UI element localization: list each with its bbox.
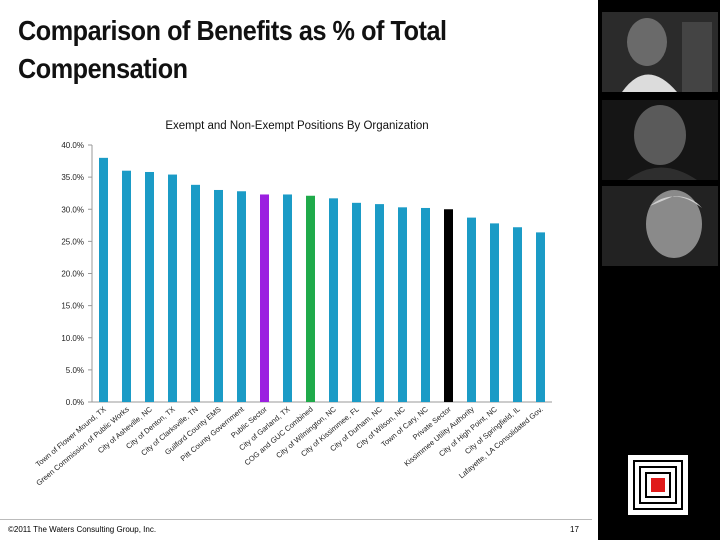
bar-city-of-kissimmee-fl: [352, 202, 361, 402]
bar-cog-and-guc-combined: [306, 195, 315, 402]
y-tick-label: 40.0%: [61, 141, 84, 150]
slide-title-line-2: Compensation: [18, 53, 188, 84]
bar-town-of-flower-mound-tx: [99, 157, 108, 402]
y-tick-label: 15.0%: [61, 302, 84, 311]
benefits-bar-chart: Exempt and Non-Exempt Positions By Organ…: [34, 120, 552, 488]
footer-divider: [0, 519, 592, 520]
bar-city-of-springfield-il: [513, 227, 522, 402]
y-tick-label: 5.0%: [66, 366, 84, 375]
bar-kissimmee-utility-authority: [467, 217, 476, 402]
photo-older-man: [602, 186, 718, 266]
photo-smiling-woman: [602, 12, 718, 92]
bar-public-sector: [260, 194, 269, 402]
bar-green-commission-of-public-works: [122, 170, 131, 402]
y-tick-label: 10.0%: [61, 334, 84, 343]
bar-city-of-high-point-nc: [490, 223, 499, 402]
y-tick-label: 30.0%: [61, 205, 84, 214]
bar-private-sector: [444, 209, 453, 402]
bars: [99, 157, 545, 402]
bar-city-of-wilson-nc: [398, 207, 407, 402]
y-tick-label: 20.0%: [61, 270, 84, 279]
bar-pitt-county-government: [237, 191, 246, 402]
y-tick-label: 25.0%: [61, 237, 84, 246]
bar-lafayette-la-consolidated-gov: [536, 232, 545, 402]
slide-title-line-1: Comparison of Benefits as % of Total: [18, 15, 447, 46]
bar-city-of-clarksville-tn: [191, 184, 200, 402]
bar-city-of-wilmington-nc: [329, 198, 338, 402]
copyright-footer: ©2011 The Waters Consulting Group, Inc.: [8, 525, 157, 534]
company-logo: [628, 455, 688, 515]
x-tick-label: Green Commission of Public Works: [34, 404, 131, 487]
page-number: 17: [570, 525, 579, 534]
bar-city-of-durham-nc: [375, 204, 384, 402]
y-tick-label: 35.0%: [61, 173, 84, 182]
slide-title: Comparison of Benefits as % of Total Com…: [18, 12, 522, 88]
y-tick-label: 0.0%: [66, 398, 84, 407]
bar-guilford-county-ems: [214, 189, 223, 402]
chart-title: Exempt and Non-Exempt Positions By Organ…: [165, 120, 428, 132]
bar-city-of-garland-tx: [283, 194, 292, 402]
bar-city-of-asheville-nc: [145, 171, 154, 402]
bar-city-of-denton-tx: [168, 174, 177, 402]
bar-town-of-cary-nc: [421, 207, 430, 402]
photo-man-profile: [602, 100, 718, 180]
